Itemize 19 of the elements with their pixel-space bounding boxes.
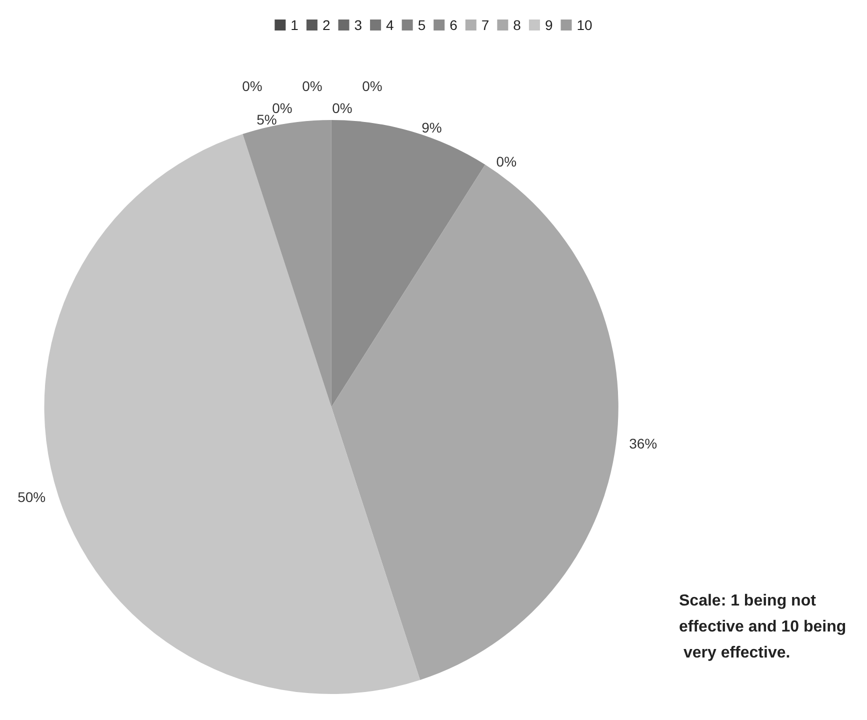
data-label: 9% xyxy=(422,120,442,136)
legend-label: 2 xyxy=(322,17,330,33)
legend-label: 5 xyxy=(418,17,426,33)
legend-label: 1 xyxy=(290,17,299,33)
legend-label: 4 xyxy=(386,17,394,33)
text: 0% xyxy=(496,153,517,170)
text: 0% xyxy=(362,78,382,94)
data-label: 36% xyxy=(629,435,658,452)
legend-label: 9 xyxy=(544,17,553,33)
legend-label: 3 xyxy=(354,17,362,33)
legend-label: 10 xyxy=(576,17,593,33)
legend-label: 7 xyxy=(481,17,490,33)
text: 0% xyxy=(242,78,262,94)
text: Scale: 1 being not effective and 10 being very effective. xyxy=(679,592,846,662)
legend-label: 6 xyxy=(450,17,458,33)
data-label: 50% xyxy=(18,488,46,505)
text: 0% xyxy=(302,78,322,94)
legend-label: 8 xyxy=(513,17,522,33)
text: 0% xyxy=(332,100,352,116)
